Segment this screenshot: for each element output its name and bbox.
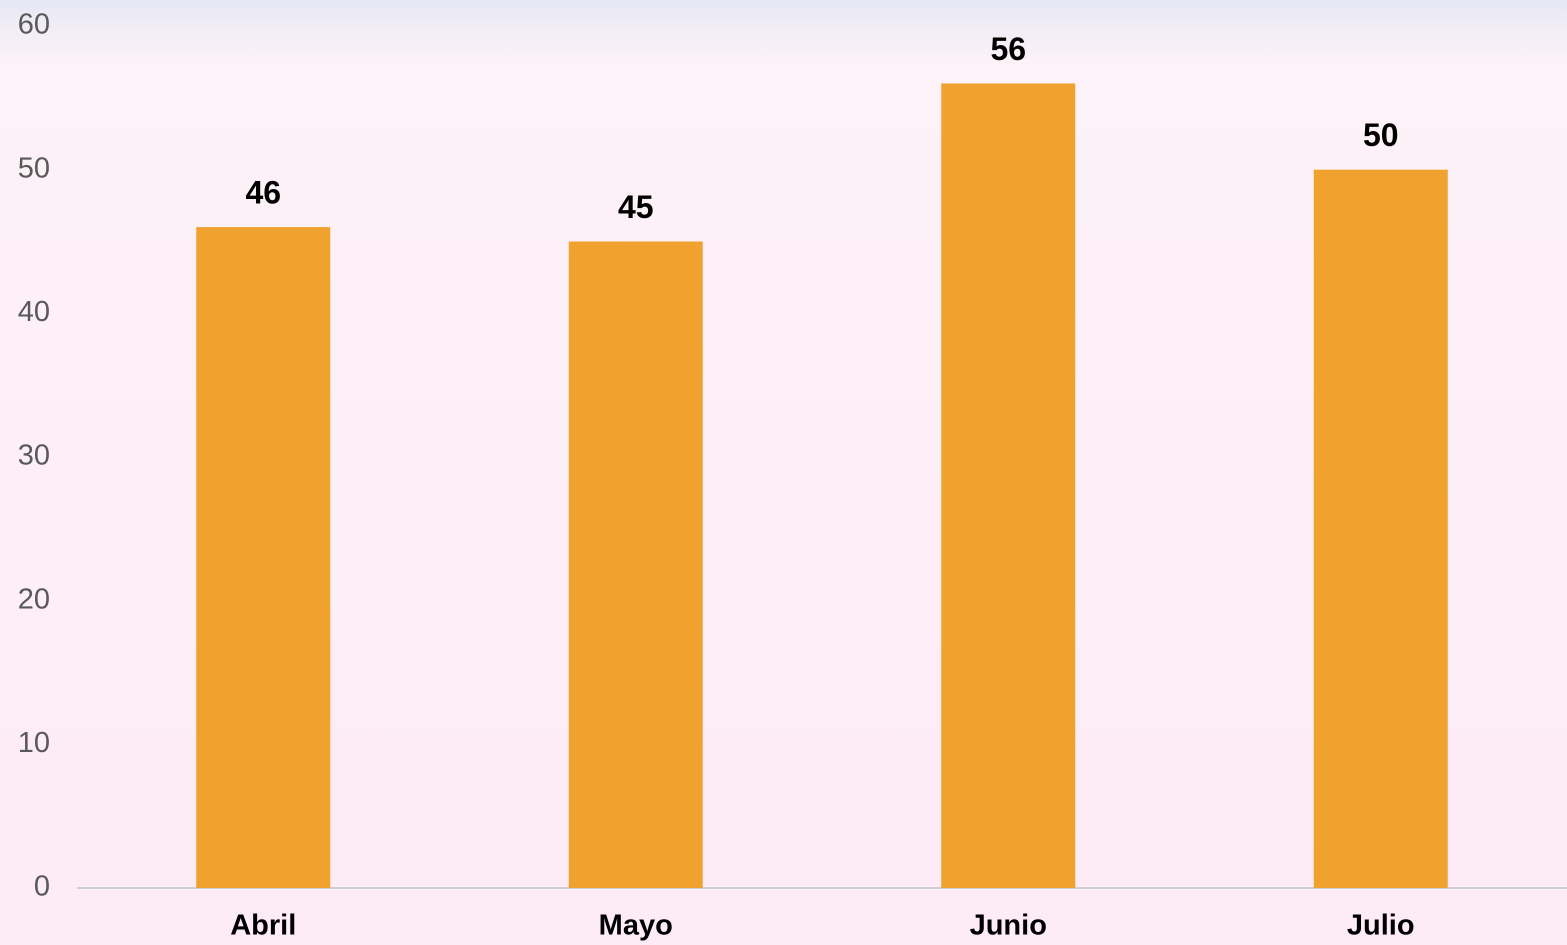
y-tick-label: 40 [18,296,50,328]
x-tick-label: Julio [1347,910,1415,942]
data-label: 45 [618,189,654,225]
bar [196,227,331,889]
y-tick-label: 30 [18,440,50,472]
data-label: 56 [990,31,1026,67]
y-tick-label: 60 [18,9,50,41]
x-tick-label: Mayo [599,910,673,942]
y-tick-label: 20 [18,583,50,615]
data-label: 46 [245,175,281,211]
y-tick-label: 0 [34,871,50,903]
bar [941,83,1076,888]
y-tick-label: 10 [18,727,50,759]
bar [568,241,703,888]
bar [1313,169,1448,888]
data-label: 50 [1363,117,1399,153]
y-tick-label: 50 [18,152,50,184]
x-tick-label: Abril [230,910,296,942]
x-tick-label: Junio [970,910,1047,942]
